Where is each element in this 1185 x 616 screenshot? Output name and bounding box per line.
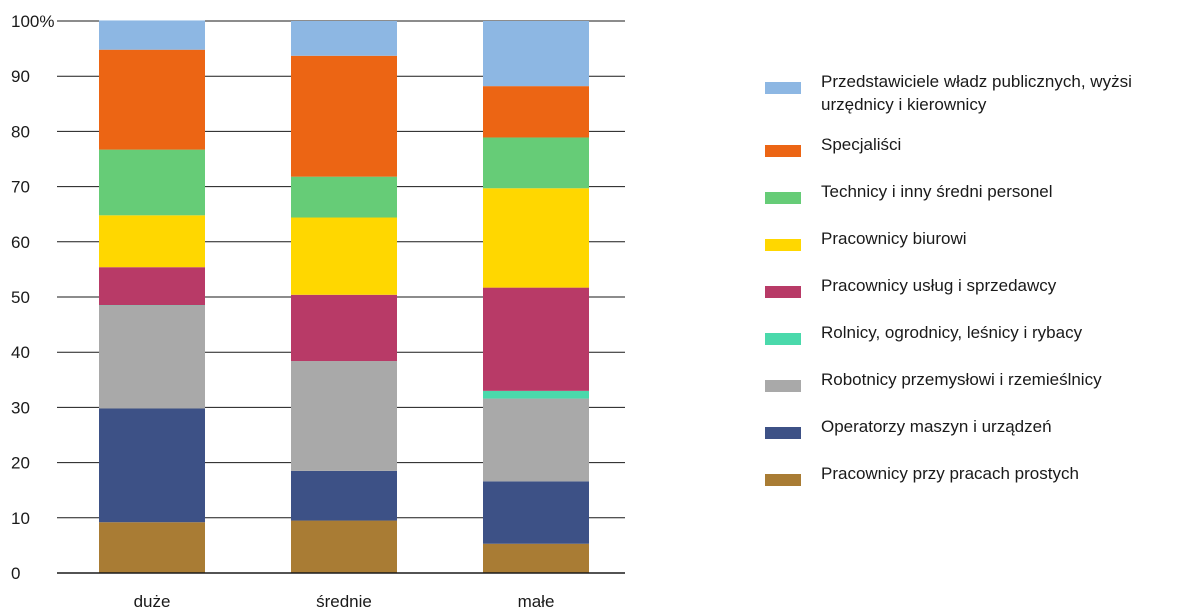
legend-swatch bbox=[765, 239, 801, 251]
bar-segment bbox=[291, 176, 397, 218]
legend-swatch bbox=[765, 427, 801, 439]
x-tick-label: małe bbox=[518, 592, 555, 611]
legend-label: Pracownicy biurowi bbox=[821, 229, 967, 248]
bar-segment bbox=[291, 361, 397, 471]
y-tick-label: 30 bbox=[11, 398, 30, 417]
legend-swatch bbox=[765, 145, 801, 157]
y-tick-label: 100% bbox=[11, 12, 54, 31]
legend-item: Pracownicy usług i sprzedawcy bbox=[765, 274, 1181, 298]
legend-label: Przedstawiciele władz publicznych, wyżsi… bbox=[821, 72, 1132, 114]
bar-segment bbox=[483, 21, 589, 87]
bar-segment bbox=[99, 305, 205, 306]
legend-swatch bbox=[765, 333, 801, 345]
legend-label: Robotnicy przemysłowi i rzemieślnicy bbox=[821, 370, 1102, 389]
bar-segment bbox=[291, 217, 397, 295]
legend-swatch bbox=[765, 286, 801, 298]
y-tick-label: 80 bbox=[11, 122, 30, 141]
legend-label: Rolnicy, ogrodnicy, leśnicy i rybacy bbox=[821, 323, 1083, 342]
bar-segment bbox=[483, 137, 589, 189]
legend-swatch bbox=[765, 380, 801, 392]
bar-segment bbox=[99, 522, 205, 573]
legend-item: Specjaliści bbox=[765, 133, 1181, 157]
legend-swatch bbox=[765, 192, 801, 204]
x-tick-label: średnie bbox=[316, 592, 372, 611]
bar-segment bbox=[99, 215, 205, 268]
legend-item: Operatorzy maszyn i urządzeń bbox=[765, 415, 1181, 439]
bar-segment bbox=[291, 470, 397, 521]
bar-segment bbox=[291, 21, 397, 56]
legend-swatch bbox=[765, 474, 801, 486]
bar-segment bbox=[483, 390, 589, 399]
y-tick-label: 10 bbox=[11, 509, 30, 528]
y-tick-label: 20 bbox=[11, 454, 30, 473]
bar-segment bbox=[483, 188, 589, 288]
bar-segment bbox=[291, 55, 397, 177]
y-tick-label: 70 bbox=[11, 178, 30, 197]
legend-item: Pracownicy biurowi bbox=[765, 227, 1181, 251]
y-tick-label: 60 bbox=[11, 233, 30, 252]
legend-label: Pracownicy przy pracach prostych bbox=[821, 464, 1079, 483]
bar-segment bbox=[483, 481, 589, 544]
bar-segment bbox=[483, 543, 589, 573]
legend-label: Pracownicy usług i sprzedawcy bbox=[821, 276, 1057, 295]
bar-segment bbox=[99, 20, 205, 50]
bar-segment bbox=[99, 49, 205, 150]
legend-item: Rolnicy, ogrodnicy, leśnicy i rybacy bbox=[765, 321, 1181, 345]
x-tick-label: duże bbox=[134, 592, 171, 611]
axes: 0 10 20 30 40 50 60 70 80 90 100% duże średnie małe bbox=[11, 12, 625, 611]
legend-label: Operatorzy maszyn i urządzeń bbox=[821, 417, 1052, 436]
bar-stacks bbox=[99, 20, 589, 573]
bar-segment bbox=[483, 86, 589, 138]
legend-label: Specjaliści bbox=[821, 135, 902, 154]
legend-item: Przedstawiciele władz publicznych, wyżsi… bbox=[765, 70, 1161, 116]
y-tick-label: 40 bbox=[11, 343, 30, 362]
bar-segment bbox=[99, 305, 205, 409]
bar-segment bbox=[483, 287, 589, 391]
bar-segment bbox=[291, 520, 397, 573]
bar-segment bbox=[99, 267, 205, 306]
legend-swatch bbox=[765, 82, 801, 94]
bar-segment bbox=[291, 294, 397, 362]
bar-segment bbox=[483, 398, 589, 482]
legend-item: Pracownicy przy pracach prostych bbox=[765, 462, 1181, 486]
legend-item: Technicy i inny średni personel bbox=[765, 180, 1181, 204]
y-tick-label: 50 bbox=[11, 288, 30, 307]
legend-label: Technicy i inny średni personel bbox=[821, 182, 1053, 201]
y-tick-label: 90 bbox=[11, 67, 30, 86]
legend-item: Robotnicy przemysłowi i rzemieślnicy bbox=[765, 368, 1181, 392]
bar-segment bbox=[99, 408, 205, 523]
y-tick-label: 0 bbox=[11, 564, 20, 583]
bar-segment bbox=[99, 149, 205, 216]
